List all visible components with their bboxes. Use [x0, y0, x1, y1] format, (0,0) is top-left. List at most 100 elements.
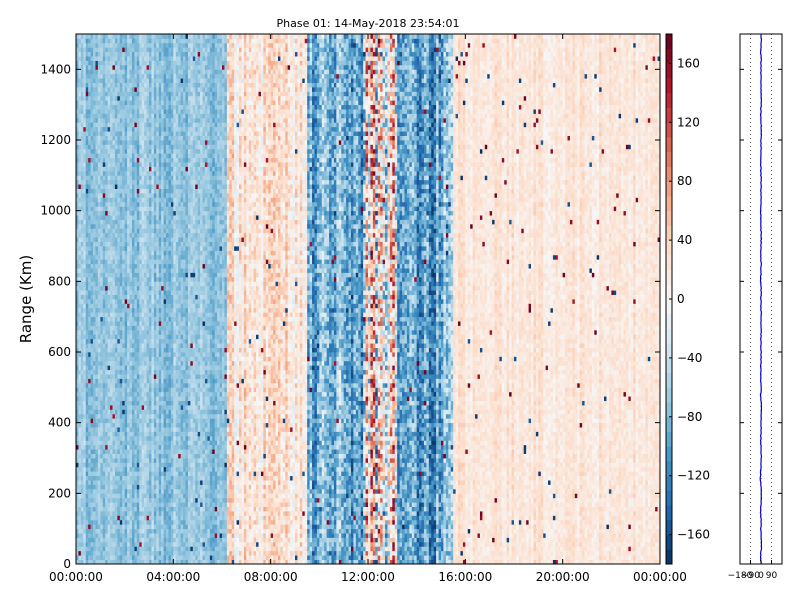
heatmap-cell	[147, 180, 150, 185]
heatmap-cell	[117, 259, 120, 264]
heatmap-cell	[149, 118, 152, 123]
heatmap-cell	[117, 515, 120, 520]
heatmap-cell	[149, 295, 152, 300]
heatmap-cell	[115, 440, 118, 445]
heatmap-cell	[103, 34, 106, 39]
heatmap-cell	[115, 383, 118, 388]
heatmap-cell	[105, 485, 108, 490]
heatmap-cell	[142, 392, 145, 397]
heatmap-cell	[147, 38, 150, 43]
heatmap-cell	[91, 524, 94, 529]
heatmap-cell	[125, 365, 128, 370]
heatmap-cell	[100, 498, 103, 503]
heatmap-cell	[130, 268, 133, 273]
heatmap-cell	[110, 259, 113, 264]
heatmap-cell	[115, 414, 118, 419]
heatmap-cell	[130, 339, 133, 344]
heatmap-cell	[81, 343, 84, 348]
heatmap-cell	[105, 144, 108, 149]
heatmap-cell	[113, 414, 116, 419]
heatmap-cell	[132, 281, 135, 286]
heatmap-cell	[103, 449, 106, 454]
heatmap-cell	[115, 370, 118, 375]
heatmap-cell	[144, 489, 147, 494]
heatmap-cell	[139, 202, 142, 207]
heatmap-cell	[149, 242, 152, 247]
heatmap-cell	[122, 43, 125, 48]
heatmap-cell	[78, 303, 81, 308]
heatmap-cell	[122, 149, 125, 154]
heatmap-cell	[86, 109, 89, 114]
heatmap-cell	[113, 109, 116, 114]
heatmap-cell	[149, 493, 152, 498]
heatmap-cell	[139, 511, 142, 516]
heatmap-cell	[127, 224, 130, 229]
heatmap-cell	[134, 480, 137, 485]
heatmap-cell	[132, 295, 135, 300]
heatmap-cell	[105, 348, 108, 353]
heatmap-cell	[81, 392, 84, 397]
heatmap-cell	[91, 476, 94, 481]
heatmap-cell	[132, 418, 135, 423]
heatmap-cell	[98, 458, 101, 463]
heatmap-cell	[149, 224, 152, 229]
heatmap-cell	[147, 449, 150, 454]
heatmap-cell	[120, 432, 123, 437]
heatmap-cell	[105, 365, 108, 370]
heatmap-cell	[91, 432, 94, 437]
heatmap-cell	[113, 511, 116, 516]
heatmap-cell	[100, 387, 103, 392]
heatmap-cell	[93, 127, 96, 132]
heatmap-cell	[78, 118, 81, 123]
heatmap-cell	[132, 330, 135, 335]
heatmap-cell	[147, 78, 150, 83]
heatmap-cell	[137, 321, 140, 326]
heatmap-cell	[117, 524, 120, 529]
heatmap-cell	[120, 542, 123, 547]
heatmap-cell	[98, 405, 101, 410]
heatmap-cell	[125, 69, 128, 74]
heatmap-cell	[108, 220, 111, 225]
heatmap-cell	[120, 105, 123, 110]
heatmap-cell	[98, 520, 101, 525]
heatmap-cell	[139, 184, 142, 189]
heatmap-cell	[83, 352, 86, 357]
heatmap-cell	[93, 175, 96, 180]
heatmap-cell	[115, 52, 118, 57]
heatmap-cell	[81, 153, 84, 158]
heatmap-cell	[125, 321, 128, 326]
heatmap-cell	[108, 471, 111, 476]
heatmap-cell	[127, 405, 130, 410]
heatmap-cell	[132, 250, 135, 255]
heatmap-cell	[144, 449, 147, 454]
heatmap-cell	[78, 109, 81, 114]
heatmap-cell	[78, 184, 81, 189]
heatmap-cell	[132, 489, 135, 494]
heatmap-cell	[83, 370, 86, 375]
heatmap-cell	[91, 445, 94, 450]
heatmap-cell	[91, 515, 94, 520]
heatmap-cell	[110, 546, 113, 551]
heatmap-cell	[108, 277, 111, 282]
heatmap-cell	[93, 233, 96, 238]
heatmap-cell	[103, 43, 106, 48]
heatmap-cell	[88, 476, 91, 481]
heatmap-cell	[113, 105, 116, 110]
heatmap-cell	[91, 224, 94, 229]
heatmap-cell	[98, 440, 101, 445]
heatmap-cell	[149, 551, 152, 556]
heatmap-cell	[137, 449, 140, 454]
heatmap-cell	[103, 511, 106, 516]
heatmap-cell	[100, 224, 103, 229]
heatmap-cell	[98, 91, 101, 96]
heatmap-cell	[151, 131, 154, 136]
heatmap-cell	[151, 343, 154, 348]
heatmap-cell	[117, 546, 120, 551]
heatmap-cell	[110, 215, 113, 220]
heatmap-cell	[100, 197, 103, 202]
heatmap-cell	[147, 233, 150, 238]
heatmap-cell	[100, 507, 103, 512]
heatmap-cell	[115, 56, 118, 61]
heatmap-cell	[130, 515, 133, 520]
heatmap-cell	[88, 312, 91, 317]
